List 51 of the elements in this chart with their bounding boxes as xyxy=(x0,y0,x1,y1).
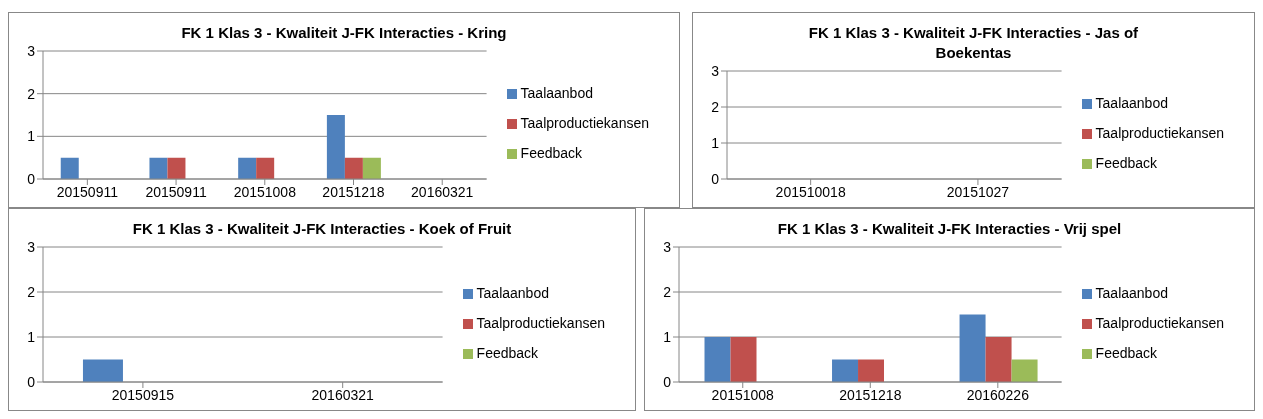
legend-label: Taalproductiekansen xyxy=(520,115,649,131)
x-tick-label: 20150911 xyxy=(56,183,119,200)
legend-label: Taalaanbod xyxy=(520,85,593,101)
bar xyxy=(959,314,986,382)
legend-label: Feedback xyxy=(520,145,583,161)
y-tick-label: 1 xyxy=(27,328,36,345)
legend-label: Feedback xyxy=(476,344,539,361)
x-tick-label: 20151008 xyxy=(711,386,775,403)
bar xyxy=(985,337,1012,382)
x-tick-label: 20151008 xyxy=(233,183,297,200)
chart-title: FK 1 Klas 3 - Kwaliteit J-FK Interacties - Vrij spel xyxy=(776,219,1123,239)
x-tick-label: 20160321 xyxy=(311,386,375,403)
bar xyxy=(832,359,859,382)
legend-label: Taalaanbod xyxy=(1095,95,1168,111)
bar xyxy=(730,337,757,382)
y-tick-label: 1 xyxy=(27,128,36,145)
x-tick-label: 20151218 xyxy=(839,386,902,403)
y-tick-label: 3 xyxy=(27,42,36,59)
y-tick-label: 0 xyxy=(27,170,36,187)
y-tick-label: 2 xyxy=(711,98,720,115)
chart-title: FK 1 Klas 3 - Kwaliteit J-FK Interacties - Kring xyxy=(180,23,508,43)
x-tick-label: 20151218 xyxy=(322,183,385,200)
y-tick-label: 3 xyxy=(27,238,36,255)
bar xyxy=(704,337,731,382)
x-tick-label: 20150915 xyxy=(111,386,175,403)
x-tick-label: 201510018 xyxy=(775,183,846,200)
legend-label: Taalaanbod xyxy=(1095,284,1168,301)
y-tick-label: 0 xyxy=(711,170,720,187)
y-tick-label: 0 xyxy=(663,373,672,390)
y-tick-label: 1 xyxy=(663,328,672,345)
legend-label: Feedback xyxy=(1095,155,1158,171)
x-tick-label: 20160226 xyxy=(966,386,1030,403)
y-tick-label: 3 xyxy=(711,62,720,79)
y-tick-label: 2 xyxy=(663,283,672,300)
legend-label: Taalaanbod xyxy=(476,284,549,301)
legend-label: Taalproductiekansen xyxy=(476,314,605,331)
legend-label: Feedback xyxy=(1095,344,1158,361)
y-tick-label: 2 xyxy=(27,283,36,300)
bar xyxy=(858,359,885,382)
legend-label: Taalproductiekansen xyxy=(1095,125,1224,141)
y-tick-label: 2 xyxy=(27,85,36,102)
x-tick-label: 20151027 xyxy=(946,183,1010,200)
chart-title: FK 1 Klas 3 - Kwaliteit J-FK Interacties - Jas of Boekentas xyxy=(807,23,1140,63)
legend-label: Taalproductiekansen xyxy=(1095,314,1224,331)
y-tick-label: 3 xyxy=(663,238,672,255)
y-tick-label: 1 xyxy=(711,134,720,151)
y-tick-label: 0 xyxy=(27,373,36,390)
chart-title: FK 1 Klas 3 - Kwaliteit J-FK Interacties - Koek of Fruit xyxy=(131,219,513,239)
bar xyxy=(1011,359,1038,382)
x-tick-label: 20150911 xyxy=(145,183,207,200)
x-tick-label: 20160321 xyxy=(411,183,474,200)
